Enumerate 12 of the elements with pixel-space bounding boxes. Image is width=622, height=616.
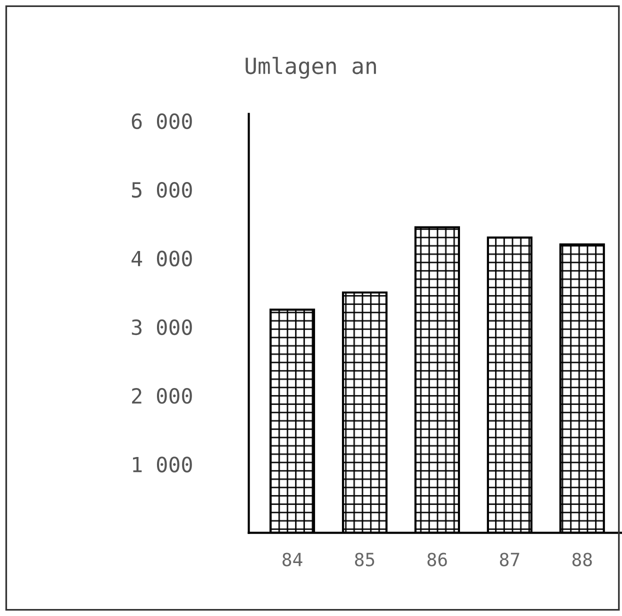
x-tick-label: 86 [427,552,447,566]
x-tick-label: 88 [572,552,592,566]
chart-title: Umlagen an [246,56,376,79]
y-tick-label: 4 000 [132,250,192,266]
y-tick-label: 3 000 [132,319,192,336]
x-tick-label: 85 [355,552,374,566]
y-tick-label: 2 000 [132,388,192,404]
x-tick-label: 84 [282,552,302,566]
y-tick-label: 6 000 [132,113,192,130]
x-tick-label: 87 [500,552,520,566]
y-tick-label: 1 000 [133,456,192,472]
y-tick-label: 5 000 [132,182,192,198]
